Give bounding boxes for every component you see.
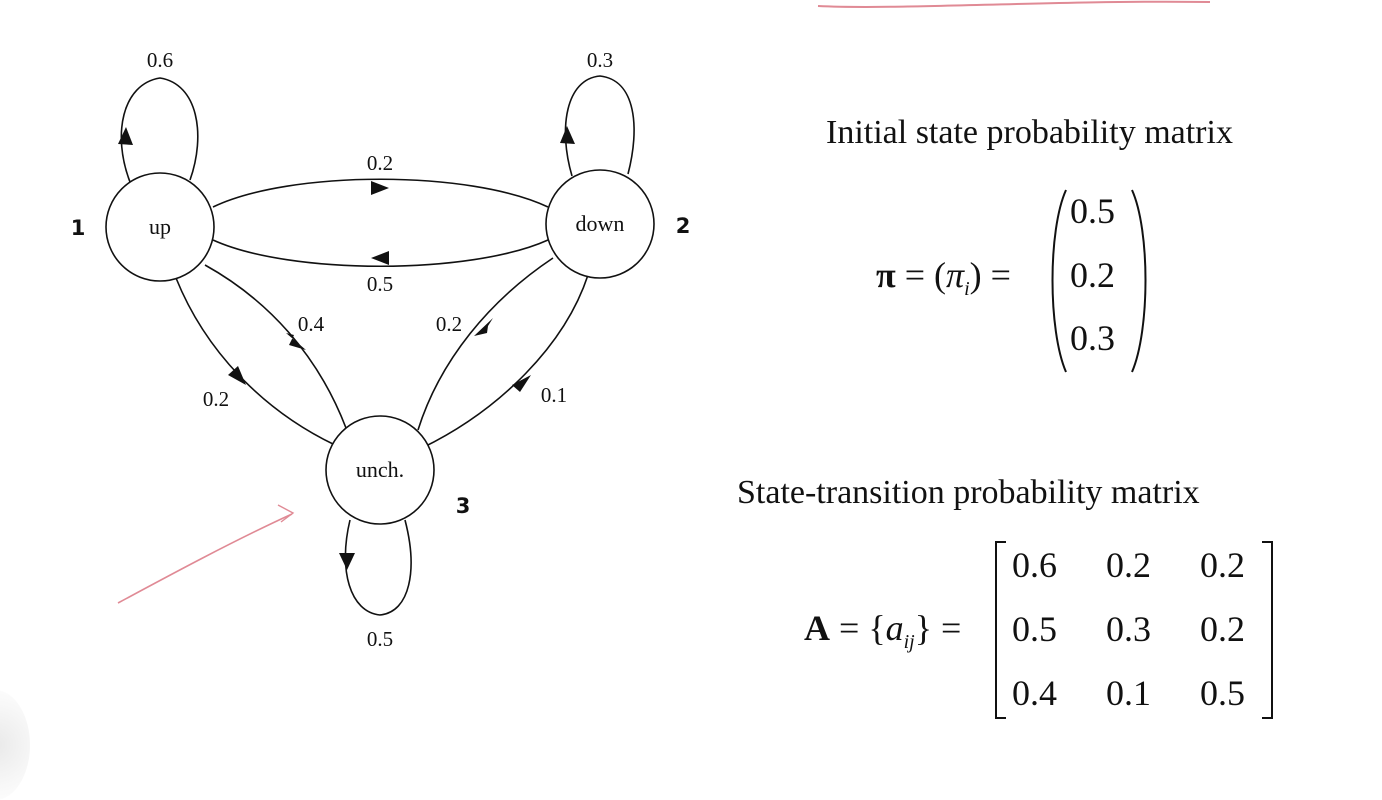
- label-unch-down: 0.1: [541, 383, 567, 407]
- state-down-number: 2: [676, 214, 691, 238]
- loop-up-arrowhead: [118, 127, 133, 145]
- loop-down: [564, 75, 635, 177]
- loop-down-arrowhead: [560, 126, 575, 144]
- label-unch-unch: 0.5: [367, 627, 393, 651]
- initial-subscript: i: [964, 278, 970, 301]
- matrix-cell-r3c1: 0.4: [1012, 673, 1057, 713]
- matrix-cell-r3c3: 0.5: [1200, 673, 1245, 713]
- state-unch-circle: [325, 415, 435, 525]
- loop-up: [120, 77, 199, 183]
- annotation-stroke-top: [817, 0, 1211, 8]
- transition-close-brace: }: [914, 608, 932, 648]
- initial-value-2: 0.2: [1070, 255, 1115, 295]
- pi-right-paren: [1131, 189, 1147, 373]
- transition-lhs-symbol: A: [804, 608, 830, 648]
- transition-heading: State-transition probability matrix: [737, 474, 1200, 511]
- edge-up-down-arrowhead: [371, 181, 389, 195]
- edge-unch-down-arrowhead: [512, 375, 531, 392]
- edge-down-unch-arrowhead: [474, 318, 493, 336]
- label-down-down: 0.3: [587, 48, 613, 72]
- initial-equals-1: =: [904, 255, 926, 295]
- matrix-cell-r1c2: 0.2: [1106, 545, 1151, 585]
- initial-value-3: 0.3: [1070, 318, 1115, 358]
- loop-unch: [344, 519, 412, 616]
- state-down-label: down: [576, 211, 625, 236]
- a-right-bracket: [1262, 541, 1273, 719]
- state-up-number: 1: [71, 216, 86, 240]
- transition-lhs: A = {aij} =: [804, 607, 961, 654]
- state-unch-label: unch.: [356, 457, 404, 482]
- label-down-unch: 0.2: [436, 312, 462, 336]
- transition-equals-1: =: [839, 608, 860, 648]
- edge-up-unch-arrowhead: [228, 366, 246, 385]
- label-up-up: 0.6: [147, 48, 173, 72]
- initial-lhs: π = (πi) =: [876, 254, 1011, 301]
- annotation-arrowhead: [277, 504, 295, 523]
- matrix-cell-r3c2: 0.1: [1106, 673, 1151, 713]
- state-unch-number: 3: [456, 494, 471, 518]
- label-up-unch: 0.2: [203, 387, 229, 411]
- edge-unch-up: [204, 264, 347, 429]
- matrix-cell-r2c3: 0.2: [1200, 609, 1245, 649]
- state-up-label: up: [149, 214, 171, 239]
- state-up-circle: [105, 172, 215, 282]
- edge-unch-down: [421, 274, 589, 449]
- transition-subscript: ij: [903, 631, 915, 654]
- a-left-bracket: [995, 541, 1006, 719]
- label-unch-up: 0.4: [298, 312, 325, 336]
- initial-value-1: 0.5: [1070, 191, 1115, 231]
- state-down-circle: [545, 169, 655, 279]
- transition-equals-2: =: [941, 608, 962, 648]
- initial-open-paren: (: [934, 255, 947, 295]
- edge-down-up-arrowhead: [371, 251, 389, 265]
- matrix-cell-r2c2: 0.3: [1106, 609, 1151, 649]
- annotation-arrow: [117, 513, 293, 604]
- label-down-up: 0.5: [367, 272, 393, 296]
- loop-unch-arrowhead: [339, 553, 355, 570]
- edge-down-unch: [417, 257, 554, 431]
- initial-equals-2: =: [990, 255, 1011, 295]
- initial-heading: Initial state probability matrix: [826, 114, 1233, 151]
- edge-up-down: [212, 178, 549, 208]
- matrix-cell-r1c1: 0.6: [1012, 545, 1057, 585]
- initial-close-paren: ): [969, 255, 982, 295]
- initial-lhs-symbol: π: [876, 255, 896, 295]
- edge-down-up: [212, 239, 549, 267]
- pi-left-paren: [1051, 189, 1067, 373]
- matrix-cell-r1c3: 0.2: [1200, 545, 1245, 585]
- initial-inner-symbol: π: [946, 255, 965, 295]
- transition-open-brace: {: [868, 608, 886, 648]
- transition-inner-symbol: a: [885, 608, 904, 648]
- label-up-down: 0.2: [367, 151, 393, 175]
- edge-unch-up-arrowhead: [286, 333, 306, 350]
- matrix-cell-r2c1: 0.5: [1012, 609, 1057, 649]
